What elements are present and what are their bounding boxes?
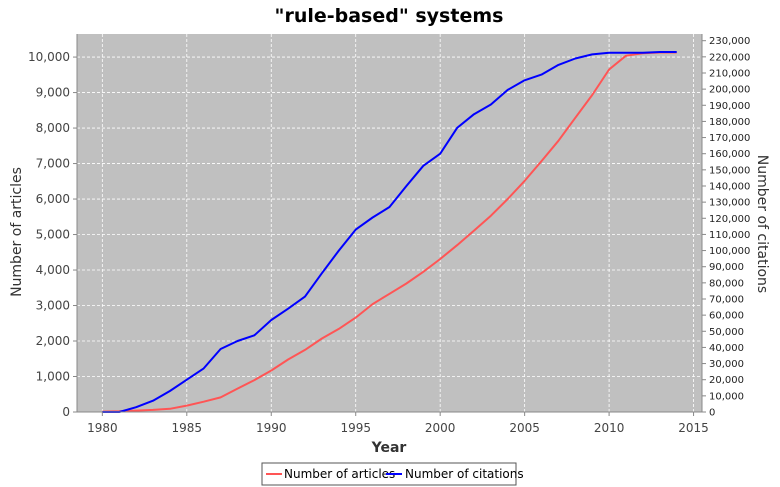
x-tick-label: 2010 (594, 421, 625, 435)
y-right-tick-label: 10,000 (709, 391, 744, 402)
series-line-citations (102, 51, 677, 413)
y-left-tick-label: 5,000 (36, 228, 70, 242)
y-right-tick-label: 190,000 (709, 101, 750, 112)
y-right-tick-label: 130,000 (709, 198, 750, 209)
y-left-tick-label: 6,000 (36, 192, 70, 206)
y-right-tick-label: 110,000 (709, 230, 750, 241)
y-right-tick-label: 210,000 (709, 68, 750, 79)
y-right-tick-label: 80,000 (709, 278, 744, 289)
y-right-tick-label: 0 (709, 408, 715, 419)
x-tick-label: 1995 (340, 421, 371, 435)
y-right-tick-label: 40,000 (709, 343, 744, 354)
y-left-tick-label: 2,000 (36, 334, 70, 348)
y-left-tick-label: 9,000 (36, 86, 70, 100)
y-left-tick-label: 0 (62, 405, 70, 419)
y-right-tick-label: 120,000 (709, 214, 750, 225)
y-right-tick-label: 170,000 (709, 133, 750, 144)
y-left-tick-label: 1,000 (36, 370, 70, 384)
x-tick-label: 2000 (425, 421, 456, 435)
plot-area (77, 34, 702, 412)
x-tick-label: 1980 (87, 421, 118, 435)
y-right-tick-label: 90,000 (709, 262, 744, 273)
x-tick-label: 2015 (678, 421, 709, 435)
y-right-tick-label: 230,000 (709, 36, 750, 47)
legend-label-citations: Number of citations (405, 467, 524, 481)
x-tick-label: 2005 (509, 421, 540, 435)
y-left-tick-label: 7,000 (36, 157, 70, 171)
y-right-tick-label: 200,000 (709, 85, 750, 96)
right-axis-ticks: 0 10,000 20,000 30,000 40,000 50,000 60,000 70,… (702, 36, 750, 419)
left-axis-ticks: 0 1,000 2,000 3,000 4,000 5,000 6,000 7,000 8,00… (28, 50, 77, 419)
legend-label-articles: Number of articles (284, 467, 395, 481)
x-axis-ticks: 1980 1985 1990 1995 2000 2005 2010 2015 (87, 412, 709, 435)
series-line-articles (102, 51, 677, 413)
y-right-tick-label: 60,000 (709, 311, 744, 322)
y-right-tick-label: 50,000 (709, 327, 744, 338)
x-axis-label: Year (371, 440, 407, 456)
y-right-tick-label: 70,000 (709, 294, 744, 305)
y-right-tick-label: 30,000 (709, 359, 744, 370)
y-right-tick-label: 20,000 (709, 375, 744, 386)
x-tick-label: 1985 (172, 421, 203, 435)
y-right-tick-label: 140,000 (709, 181, 750, 192)
x-tick-label: 1990 (256, 421, 287, 435)
y-right-tick-label: 160,000 (709, 149, 750, 160)
series-layer (102, 51, 677, 413)
y-left-tick-label: 4,000 (36, 263, 70, 277)
y-left-tick-label: 8,000 (36, 121, 70, 135)
chart-title: "rule-based" systems (275, 5, 504, 27)
y-axis-right-label: Number of citations (754, 155, 770, 293)
y-left-tick-label: 10,000 (28, 50, 70, 64)
y-right-tick-label: 100,000 (709, 246, 750, 257)
y-right-tick-label: 150,000 (709, 165, 750, 176)
y-right-tick-label: 220,000 (709, 52, 750, 63)
y-left-tick-label: 3,000 (36, 299, 70, 313)
legend: Number of articles Number of citations (261, 462, 524, 486)
y-right-tick-label: 180,000 (709, 117, 750, 128)
y-axis-left-label: Number of articles (9, 167, 25, 297)
